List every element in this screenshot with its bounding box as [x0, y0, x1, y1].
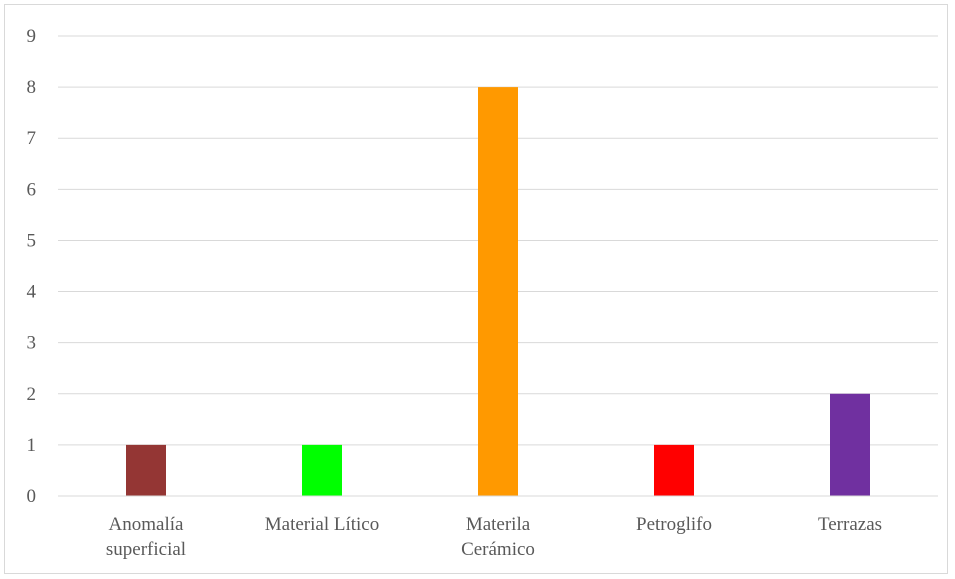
bar — [126, 444, 166, 496]
bars — [126, 87, 870, 496]
y-tick-label: 8 — [27, 77, 37, 98]
x-category-label: Terrazas — [818, 514, 882, 535]
bar — [478, 87, 518, 496]
x-category-label: Materila Cerámico — [461, 514, 535, 560]
bar — [302, 444, 342, 496]
x-category-label: Anomalía superficial — [106, 514, 186, 560]
y-tick-label: 5 — [27, 230, 37, 251]
y-tick-label: 4 — [27, 282, 37, 303]
bar — [654, 444, 694, 496]
y-tick-label: 0 — [27, 486, 37, 507]
x-axis-labels: Anomalía superficial Material Lítico Materi… — [106, 514, 882, 560]
y-tick-label: 9 — [27, 26, 37, 47]
y-tick-label: 3 — [27, 333, 37, 354]
y-axis-ticks: 0 1 2 3 4 5 6 7 8 9 — [27, 26, 37, 507]
y-tick-label: 7 — [27, 128, 37, 149]
y-tick-label: 6 — [27, 179, 37, 200]
bar — [830, 393, 870, 496]
y-tick-label: 1 — [27, 435, 37, 456]
x-category-label: Material Lítico — [265, 514, 379, 535]
x-category-label: Petroglifo — [636, 514, 712, 535]
y-tick-label: 2 — [27, 384, 37, 405]
